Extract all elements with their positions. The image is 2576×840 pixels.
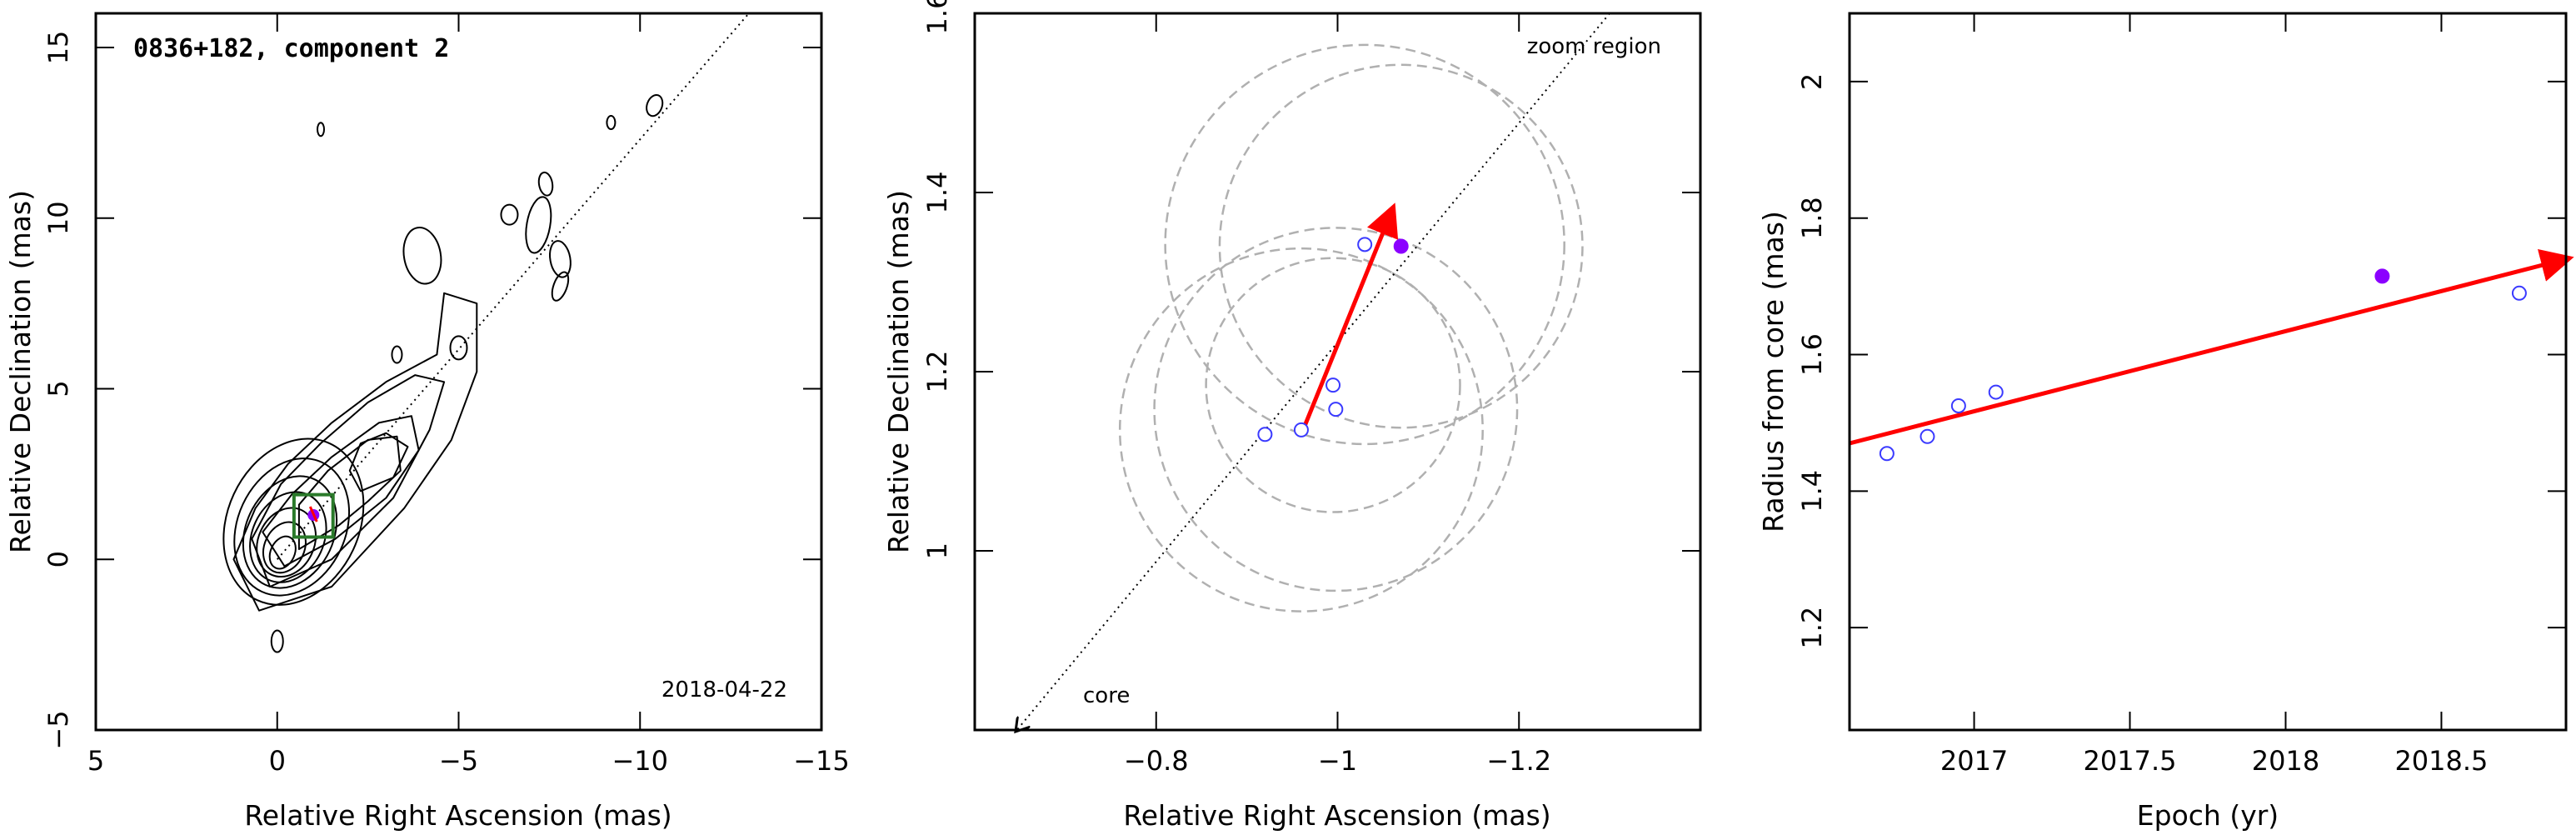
y-tick-label: 1.6 (921, 0, 953, 34)
y-tick-label: 1.6 (1796, 333, 1828, 376)
x-tick-label: 5 (87, 745, 104, 777)
jet-contour (348, 432, 409, 492)
jet-contour (251, 374, 446, 588)
x-tick-label: 2017 (1940, 745, 2008, 777)
y-tick-label: 1.2 (1796, 607, 1828, 649)
motion-arrow (1299, 202, 1399, 436)
fit-line (1849, 248, 2574, 446)
open-point (1293, 422, 1309, 438)
panel-2-core-label: core (1083, 683, 1130, 708)
x-tick-label: 2017.5 (2084, 745, 2177, 777)
x-tick-label: −1 (1318, 745, 1357, 777)
x-tick-label: 2018 (2252, 745, 2319, 777)
y-tick-label: 1.4 (1796, 470, 1828, 512)
jet-axis-line (1016, 12, 1610, 732)
panel-2-ticks: −0.8 −1 −1.2 1 1.2 1.4 1.6 (921, 0, 1700, 777)
panel-3-ylabel: Radius from core (mas) (1757, 211, 1790, 532)
zoom-box (292, 492, 335, 539)
panel-1-date-label: 2018-04-22 (661, 678, 787, 702)
core-contour (256, 507, 317, 578)
error-circle (1164, 43, 1565, 446)
filled-point (1393, 238, 1409, 254)
filled-point (2374, 268, 2390, 284)
open-point (1950, 398, 1966, 413)
panel-3-xlabel: Epoch (yr) (2137, 799, 2279, 832)
panel-1-ylabel: Relative Declination (mas) (4, 190, 37, 553)
jet-contour (549, 240, 572, 278)
y-tick-label: −5 (42, 710, 74, 749)
core-contour (242, 475, 338, 589)
y-tick-label: 1.8 (1796, 197, 1828, 239)
jet-contour (537, 171, 554, 197)
panel-3: 2017 2017.5 2018 2018.5 1.2 1.4 1.6 1.8 2 Epoch … (1757, 12, 2574, 832)
x-tick-label: −15 (793, 745, 850, 777)
panel-3-ticks: 2017 2017.5 2018 2018.5 1.2 1.4 1.6 1.8 2 (1796, 13, 2566, 777)
panel-2-frame (973, 12, 1702, 732)
open-point (2511, 285, 2527, 301)
jet-contour (270, 629, 284, 653)
open-point (1328, 402, 1344, 418)
error-circle (1118, 247, 1484, 612)
jet-contour (262, 415, 420, 568)
x-tick-label: 0 (269, 745, 286, 777)
jet-axis-line (276, 12, 750, 560)
y-tick-label: 15 (42, 31, 74, 65)
open-point (1357, 237, 1373, 252)
open-point (1879, 446, 1895, 462)
panel-1-ticks: 5 0 −5 −10 −15 −5 0 5 10 15 (42, 13, 850, 777)
panel-1-overlay (292, 492, 335, 539)
jet-contour (297, 435, 402, 550)
core-contour (233, 458, 351, 597)
jet-contour (317, 122, 326, 138)
jet-contour (391, 345, 403, 364)
panel-1-jet-axis (276, 12, 750, 560)
jet-contour (449, 335, 468, 361)
error-circle (1218, 63, 1584, 429)
component-arrow (308, 506, 318, 522)
open-point (1920, 428, 1935, 444)
panel-2-zoom-label: zoom region (1527, 34, 1661, 59)
panel-2: −0.8 −1 −1.2 1 1.2 1.4 1.6 zoom region core Re… (882, 0, 1702, 832)
jet-contour (402, 227, 442, 285)
jet-contour (606, 115, 617, 131)
x-tick-label: −0.8 (1124, 745, 1189, 777)
x-tick-label: 2018.5 (2394, 745, 2488, 777)
x-tick-label: −1.2 (1486, 745, 1551, 777)
panel-2-points (1257, 237, 1409, 442)
y-tick-label: 0 (42, 551, 74, 568)
x-tick-label: −10 (612, 745, 668, 777)
jet-contour (551, 271, 570, 302)
error-circle (1205, 257, 1461, 513)
panel-1: 5 0 −5 −10 −15 −5 0 5 10 15 0836+182, component 2… (4, 12, 850, 832)
panel-2-xlabel: Relative Right Ascension (mas) (1123, 799, 1550, 832)
panel-2-error-circles (1118, 43, 1584, 612)
panel-3-points (1879, 268, 2527, 462)
open-point (1325, 378, 1341, 393)
jet-contour (500, 203, 519, 226)
open-point (1257, 427, 1273, 442)
open-point (1988, 384, 2004, 400)
panel-3-fit-line (1849, 248, 2574, 446)
y-tick-label: 1 (921, 542, 953, 559)
x-tick-label: −5 (439, 745, 478, 777)
y-tick-label: 2 (1796, 73, 1828, 90)
panel-2-arrow (1299, 202, 1399, 436)
y-tick-label: 10 (42, 201, 74, 235)
y-tick-label: 1.2 (921, 351, 953, 393)
panel-1-frame (94, 12, 823, 732)
panel-1-contours (222, 93, 664, 653)
core-contour (222, 438, 365, 606)
panel-1-title: 0836+182, component 2 (133, 34, 449, 63)
jet-contour (232, 292, 478, 612)
panel-2-jet-axis (1016, 12, 1610, 732)
jet-contour (525, 196, 552, 254)
panel-3-frame (1848, 12, 2568, 732)
panel-1-xlabel: Relative Right Ascension (mas) (244, 799, 671, 832)
jet-contour (646, 93, 664, 118)
y-tick-label: 1.4 (921, 172, 953, 214)
y-tick-label: 5 (42, 380, 74, 397)
panel-2-ylabel: Relative Declination (mas) (882, 190, 915, 553)
